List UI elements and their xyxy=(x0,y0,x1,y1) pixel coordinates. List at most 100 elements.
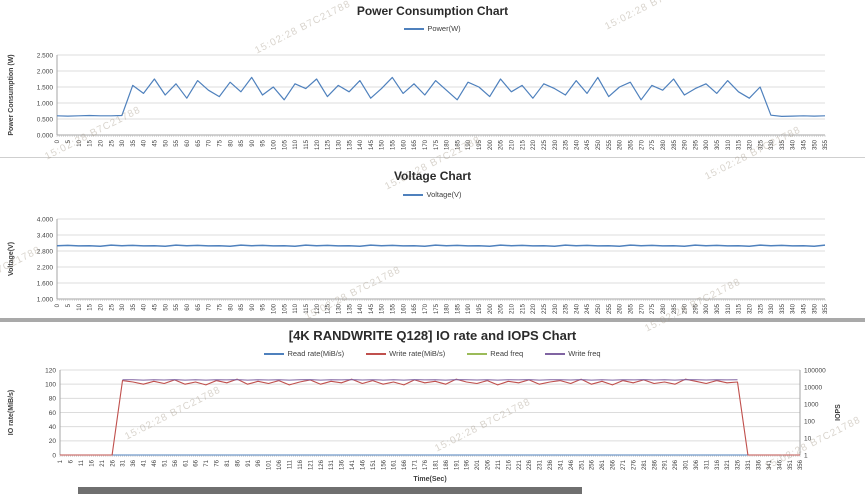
series-lines xyxy=(60,378,800,456)
gridlines xyxy=(60,369,800,442)
svg-text:150: 150 xyxy=(380,139,386,150)
svg-text:60: 60 xyxy=(49,410,57,417)
svg-text:220: 220 xyxy=(531,303,537,314)
svg-text:75: 75 xyxy=(217,303,223,310)
svg-text:225: 225 xyxy=(542,303,548,314)
svg-text:346: 346 xyxy=(777,459,783,470)
svg-text:270: 270 xyxy=(639,303,645,314)
svg-text:261: 261 xyxy=(600,459,606,470)
svg-text:255: 255 xyxy=(607,139,613,150)
svg-text:281: 281 xyxy=(642,459,648,470)
svg-text:5: 5 xyxy=(66,303,72,307)
svg-text:220: 220 xyxy=(531,139,537,150)
svg-text:300: 300 xyxy=(704,139,710,150)
svg-text:195: 195 xyxy=(477,303,483,314)
legend-label: Read rate(MiB/s) xyxy=(287,349,345,358)
svg-text:221: 221 xyxy=(517,459,523,470)
svg-text:120: 120 xyxy=(315,139,321,150)
legend-item: Power(W) xyxy=(404,24,461,33)
svg-text:235: 235 xyxy=(564,303,570,314)
svg-text:160: 160 xyxy=(401,303,407,314)
svg-text:350: 350 xyxy=(812,303,818,314)
svg-text:0.000: 0.000 xyxy=(37,132,54,139)
io-iops-chart: [4K RANDWRITE Q128] IO rate and IOPS Cha… xyxy=(0,322,865,494)
svg-text:165: 165 xyxy=(412,303,418,314)
legend-line-icon xyxy=(467,352,488,355)
svg-text:105: 105 xyxy=(282,139,288,150)
series-Write rate(MiB/s) xyxy=(60,378,800,456)
svg-text:155: 155 xyxy=(391,303,397,314)
svg-text:70: 70 xyxy=(207,303,213,310)
svg-text:30: 30 xyxy=(120,139,126,146)
svg-text:325: 325 xyxy=(758,303,764,314)
svg-text:95: 95 xyxy=(261,303,267,310)
svg-text:180: 180 xyxy=(445,303,451,314)
svg-text:185: 185 xyxy=(455,303,461,314)
svg-text:340: 340 xyxy=(791,139,797,150)
svg-text:100: 100 xyxy=(45,381,56,388)
svg-text:40: 40 xyxy=(142,303,148,310)
svg-text:250: 250 xyxy=(596,303,602,314)
svg-text:210: 210 xyxy=(510,303,516,314)
svg-text:351: 351 xyxy=(788,459,794,470)
svg-text:110: 110 xyxy=(293,303,299,313)
svg-text:6: 6 xyxy=(69,459,75,463)
svg-text:341: 341 xyxy=(767,459,773,470)
svg-text:190: 190 xyxy=(466,303,472,314)
svg-text:55: 55 xyxy=(174,139,180,146)
svg-text:2.500: 2.500 xyxy=(37,52,54,59)
svg-text:0: 0 xyxy=(55,139,61,143)
svg-text:131: 131 xyxy=(329,459,335,470)
svg-text:86: 86 xyxy=(235,459,241,466)
svg-text:71: 71 xyxy=(204,459,210,466)
svg-text:166: 166 xyxy=(402,459,408,470)
series-Write freq xyxy=(122,379,738,381)
svg-text:171: 171 xyxy=(413,459,419,470)
svg-text:15: 15 xyxy=(88,139,94,146)
svg-text:140: 140 xyxy=(358,139,364,150)
power-chart-plot: 0.000 0.500 1.000 1.500 2.000 2.500 0 5 10 15 20 25… xyxy=(8,52,829,150)
voltage-chart-legend: Voltage(V) xyxy=(0,190,865,199)
svg-text:75: 75 xyxy=(217,139,223,146)
svg-text:115: 115 xyxy=(304,303,310,313)
svg-text:10: 10 xyxy=(77,139,83,146)
svg-text:330: 330 xyxy=(769,139,775,150)
svg-text:301: 301 xyxy=(684,459,690,470)
svg-text:161: 161 xyxy=(392,459,398,470)
svg-text:195: 195 xyxy=(477,139,483,150)
svg-text:155: 155 xyxy=(391,139,397,150)
svg-text:280: 280 xyxy=(661,139,667,150)
svg-text:105: 105 xyxy=(282,303,288,314)
svg-text:165: 165 xyxy=(412,139,418,150)
svg-text:290: 290 xyxy=(683,139,689,150)
svg-text:115: 115 xyxy=(304,139,310,149)
svg-text:2.800: 2.800 xyxy=(37,248,54,255)
svg-text:295: 295 xyxy=(693,139,699,150)
svg-text:146: 146 xyxy=(360,459,366,470)
legend-item: Read freq xyxy=(467,349,523,358)
svg-text:175: 175 xyxy=(434,139,440,150)
svg-text:355: 355 xyxy=(823,139,829,150)
svg-text:136: 136 xyxy=(340,459,346,470)
svg-text:170: 170 xyxy=(423,303,429,314)
series-Power(W) xyxy=(56,76,826,118)
svg-text:145: 145 xyxy=(369,303,375,314)
svg-text:325: 325 xyxy=(758,139,764,150)
svg-text:80: 80 xyxy=(49,396,57,403)
svg-text:206: 206 xyxy=(486,459,492,470)
svg-text:1: 1 xyxy=(58,459,64,463)
svg-text:30: 30 xyxy=(120,303,126,310)
svg-text:295: 295 xyxy=(693,303,699,314)
svg-text:41: 41 xyxy=(142,459,148,466)
svg-text:350: 350 xyxy=(812,139,818,150)
svg-text:305: 305 xyxy=(715,139,721,150)
svg-text:225: 225 xyxy=(542,139,548,150)
svg-text:205: 205 xyxy=(499,303,505,314)
svg-text:355: 355 xyxy=(823,303,829,314)
svg-text:260: 260 xyxy=(618,303,624,314)
legend-line-icon xyxy=(403,193,424,196)
svg-text:120: 120 xyxy=(315,303,321,314)
tick-labels: 0.000 0.500 1.000 1.500 2.000 2.500 0 5 10 15 20 25… xyxy=(8,52,829,150)
svg-text:106: 106 xyxy=(277,459,283,470)
